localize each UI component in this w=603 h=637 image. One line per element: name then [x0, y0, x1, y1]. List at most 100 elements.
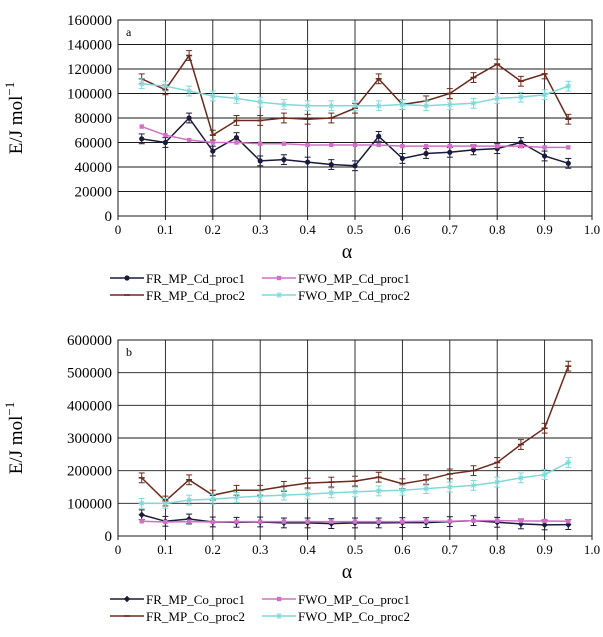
x-tick-label: 1.0 [584, 222, 600, 237]
data-point [257, 493, 264, 500]
data-point [518, 518, 524, 524]
data-point [376, 142, 381, 148]
legend-swatch-marker [276, 275, 282, 281]
legend-label: FR_MP_Co_proc2 [146, 609, 245, 624]
data-point [210, 519, 215, 525]
data-point [209, 92, 216, 99]
data-point [541, 521, 548, 529]
data-point [375, 487, 382, 494]
legend-item: FWO_MP_Cd_proc1 [262, 271, 410, 286]
data-point [423, 150, 429, 157]
chart-panel-a: 0 0.1 0.2 0.3 0.4 0.5 0.6 0.7 0.8 0.9 1.0 0 20000 400… [2, 13, 600, 303]
y-tick-label: 300000 [67, 431, 112, 447]
data-point [304, 102, 311, 109]
x-tick-label: 0.9 [536, 542, 552, 557]
data-point [517, 94, 524, 101]
y-tick-label: 0 [105, 209, 113, 225]
data-point [566, 519, 571, 524]
data-point [423, 102, 430, 109]
data-point [518, 143, 524, 149]
y-tick-label: 500000 [67, 366, 112, 382]
panel-label: b [126, 345, 132, 359]
data-point [209, 496, 216, 503]
x-axis-label: α [342, 241, 353, 263]
data-point [257, 99, 264, 106]
legend: FR_MP_Co_proc1 FR_MP_Co_proc2 FWO_MP_Co_pr… [110, 592, 410, 624]
data-point [329, 142, 334, 148]
y-axis-label-text: E/J mol [6, 416, 27, 475]
data-point [233, 95, 240, 102]
legend: FR_MP_Cd_proc1 FR_MP_Cd_proc2 FWO_MP_Cd_pr… [110, 271, 410, 303]
data-point [257, 158, 263, 164]
data-point [400, 143, 405, 149]
data-point [541, 471, 548, 478]
legend-item: FR_MP_Cd_proc1 [110, 271, 245, 286]
data-point [399, 487, 406, 494]
data-point [423, 143, 429, 149]
legend-item: FR_MP_Cd_proc2 [110, 288, 245, 303]
legend-item: FR_MP_Co_proc2 [110, 609, 245, 624]
data-point [210, 148, 216, 154]
data-point [376, 133, 382, 139]
x-tick-label: 0.2 [205, 222, 221, 237]
legend-label: FR_MP_Cd_proc2 [146, 288, 245, 303]
series-FWO_MP_Cd_proc1 [139, 124, 571, 150]
data-point [470, 100, 477, 107]
data-point [376, 519, 381, 524]
data-point [304, 491, 311, 498]
x-tick-label: 0.1 [157, 222, 173, 237]
data-point [446, 101, 453, 108]
legend-swatch-marker [276, 292, 282, 298]
y-tick-label: 140000 [67, 38, 112, 54]
data-point [281, 519, 287, 524]
x-tick-label: 0.7 [442, 222, 459, 237]
x-tick-label: 0.1 [157, 542, 173, 557]
data-point [471, 143, 476, 149]
data-point [565, 459, 572, 466]
data-point [565, 83, 572, 90]
series-FWO_MP_Co_proc2 [138, 457, 572, 509]
data-point [138, 80, 145, 87]
x-tick-label: 0.3 [252, 222, 268, 237]
legend-swatch-marker [276, 596, 282, 602]
data-point [352, 488, 358, 495]
data-point [186, 115, 192, 121]
x-tick-label: 0.4 [299, 222, 316, 237]
data-point [352, 163, 358, 169]
legend-label: FR_MP_Co_proc1 [146, 592, 245, 607]
x-tick-label: 0 [115, 222, 122, 237]
data-point [328, 102, 335, 109]
legend-item: FWO_MP_Co_proc1 [262, 592, 410, 607]
y-axis-label-exponent: −1 [2, 82, 17, 96]
panel-label: a [126, 25, 132, 39]
data-point [517, 474, 524, 481]
legend-label: FR_MP_Cd_proc1 [146, 271, 245, 286]
data-point [352, 519, 358, 524]
x-tick-label: 0.8 [489, 222, 505, 237]
data-point [447, 519, 452, 524]
x-tick-label: 0.6 [394, 542, 411, 557]
data-point [186, 88, 193, 95]
x-tick-label: 0.6 [394, 222, 411, 237]
data-point [163, 519, 168, 525]
data-point [471, 518, 476, 523]
data-point [494, 95, 501, 102]
data-point [138, 500, 145, 507]
x-tick-label: 0.7 [442, 542, 459, 557]
legend-item: FR_MP_Co_proc1 [110, 592, 245, 607]
data-point [400, 519, 405, 524]
data-point [210, 140, 215, 145]
legend-label: FWO_MP_Cd_proc2 [298, 288, 410, 303]
data-point [305, 142, 310, 148]
data-point [305, 159, 311, 165]
data-point [139, 519, 144, 524]
legend-item: FWO_MP_Cd_proc2 [262, 288, 410, 303]
data-point [329, 519, 334, 524]
data-point [163, 132, 168, 138]
data-point [494, 479, 501, 486]
data-point [234, 519, 239, 524]
series-FWO_MP_Cd_proc2 [138, 78, 572, 112]
y-tick-label: 200000 [67, 464, 112, 480]
data-point [423, 485, 430, 492]
